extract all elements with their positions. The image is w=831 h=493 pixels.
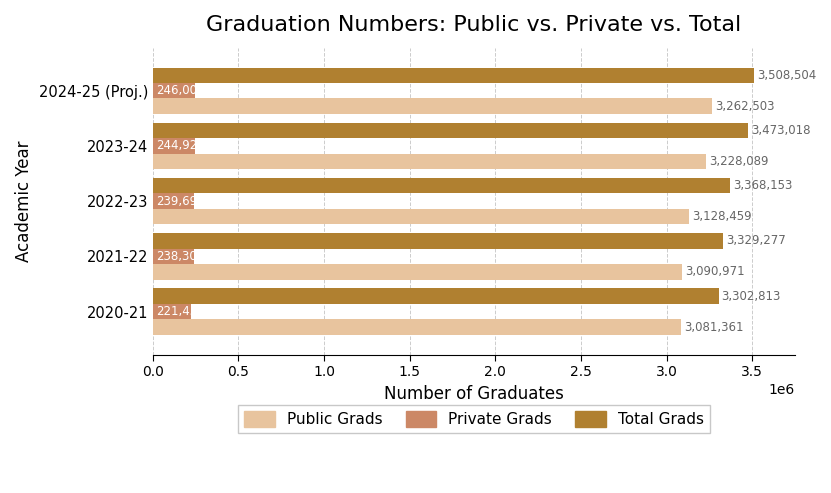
Bar (153, 83, 195, 99)
Bar (153, 154, 706, 169)
Text: 3,473,018: 3,473,018 (750, 124, 810, 137)
X-axis label: Number of Graduates: Number of Graduates (384, 385, 564, 403)
Text: 3,128,459: 3,128,459 (691, 210, 751, 223)
Bar (153, 123, 748, 138)
Bar (153, 288, 719, 304)
Bar (153, 319, 681, 335)
Text: 239,694: 239,694 (156, 195, 204, 208)
Bar (153, 264, 682, 280)
Text: 3,302,813: 3,302,813 (721, 290, 781, 303)
Text: 3,081,361: 3,081,361 (684, 320, 743, 334)
Text: 221,452: 221,452 (156, 305, 204, 318)
Legend: Public Grads, Private Grads, Total Grads: Public Grads, Private Grads, Total Grads (238, 405, 710, 433)
Bar (153, 178, 730, 193)
Text: 238,306: 238,306 (156, 250, 204, 263)
Bar (153, 138, 194, 154)
Bar (153, 99, 711, 114)
Text: 246,001: 246,001 (156, 84, 204, 97)
Text: 3,228,089: 3,228,089 (709, 155, 769, 168)
Bar (153, 248, 194, 264)
Text: 3,329,277: 3,329,277 (726, 235, 786, 247)
Y-axis label: Academic Year: Academic Year (15, 141, 33, 262)
Text: 3,262,503: 3,262,503 (715, 100, 774, 113)
Bar (153, 193, 194, 209)
Bar (153, 304, 191, 319)
Bar (153, 68, 754, 83)
Text: 3,090,971: 3,090,971 (686, 265, 745, 279)
Text: 244,929: 244,929 (156, 140, 204, 152)
Text: 3,368,153: 3,368,153 (733, 179, 792, 192)
Bar (153, 233, 723, 248)
Bar (153, 209, 689, 224)
Title: Graduation Numbers: Public vs. Private vs. Total: Graduation Numbers: Public vs. Private v… (206, 15, 741, 35)
Text: 3,508,504: 3,508,504 (757, 69, 816, 82)
